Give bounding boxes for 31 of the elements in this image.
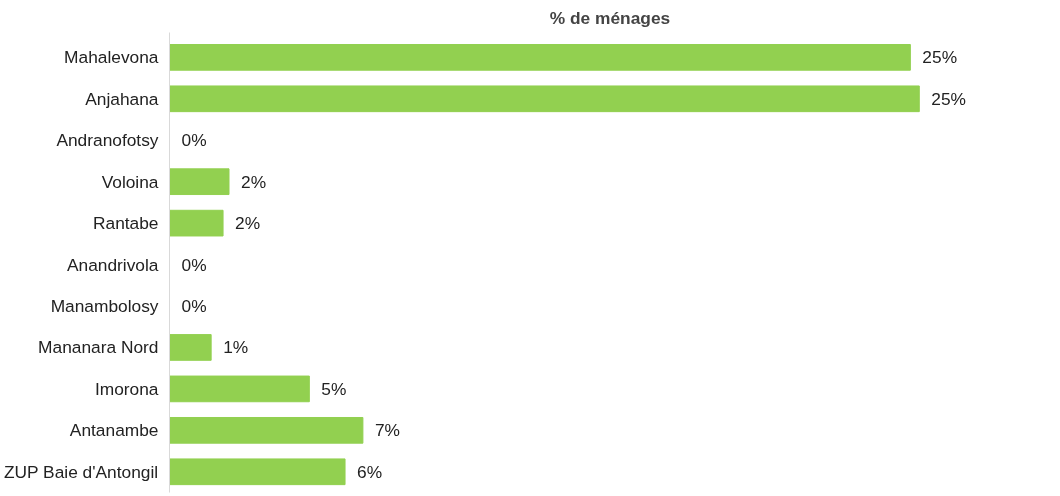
bar	[169, 458, 346, 486]
y-tick-label: Imorona	[94, 378, 159, 399]
bar	[169, 375, 310, 403]
chart-title: % de ménages	[549, 7, 671, 28]
y-tick-label: Andranofotsy	[56, 130, 159, 151]
data-label: 7%	[374, 420, 400, 441]
y-tick-label: Mananara Nord	[38, 337, 159, 358]
data-label: 1%	[223, 337, 249, 358]
bar	[169, 416, 364, 444]
bar	[169, 209, 224, 237]
data-label: 2%	[235, 213, 261, 234]
y-tick-label: Antanambe	[69, 420, 159, 441]
data-label: 5%	[321, 378, 347, 399]
bar	[169, 334, 212, 361]
y-tick-label: Voloina	[101, 171, 159, 192]
bar	[169, 168, 230, 196]
y-tick-label: Rantabe	[92, 213, 159, 234]
data-label: 0%	[181, 254, 207, 275]
y-tick-label: Manambolosy	[50, 296, 159, 317]
data-label: 25%	[931, 88, 966, 109]
data-label: 25%	[922, 47, 958, 68]
y-tick-label: ZUP Baie d'Antongil	[3, 461, 159, 482]
y-tick-label: Anjahana	[85, 88, 159, 109]
bar	[169, 85, 920, 113]
y-tick-label: Anandrivola	[66, 254, 159, 275]
y-tick-label: Mahalevona	[64, 47, 159, 68]
data-label: 2%	[241, 171, 267, 192]
data-label: 6%	[357, 461, 383, 482]
data-label: 0%	[181, 130, 207, 151]
data-label: 0%	[181, 296, 207, 317]
bar	[169, 44, 911, 71]
